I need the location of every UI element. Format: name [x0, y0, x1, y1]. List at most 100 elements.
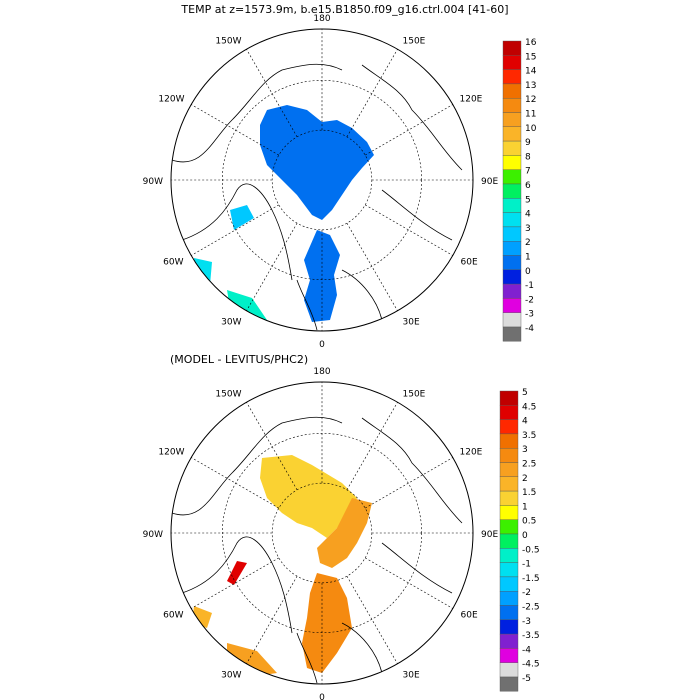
- coastline: [296, 279, 318, 331]
- colorbar-tick-label: -3: [522, 617, 531, 627]
- colorbar: 5 4.5 4 3.5 3 2.5 2 1.5 1 0.5 0 -0.5 -1 -1.5 -2 -2.5 -3 -…: [499, 388, 540, 692]
- longitude-label: 60E: [461, 258, 478, 268]
- coastline: [341, 269, 383, 321]
- colorbar-swatch: [499, 405, 519, 420]
- colorbar-swatch: [499, 576, 519, 592]
- colorbar-swatch: [499, 390, 519, 406]
- longitude-label: 120E: [460, 95, 483, 105]
- colorbar-swatch: [499, 633, 519, 649]
- colorbar-tick-label: 0.5: [522, 517, 536, 527]
- colorbar-tick-label: -1.5: [522, 574, 540, 584]
- colorbar-swatch: [502, 112, 522, 128]
- colorbar-tick-label: -1: [522, 560, 531, 570]
- longitude-label: 30W: [221, 671, 241, 681]
- colorbar-tick-label: 7: [525, 167, 531, 177]
- colorbar-tick-label: 6: [525, 181, 531, 191]
- longitude-label: 180: [313, 367, 330, 377]
- coastline: [171, 416, 343, 516]
- meridian-line: [365, 557, 453, 609]
- longitude-label: 90W: [143, 177, 163, 187]
- colorbar-swatch: [499, 433, 519, 449]
- colorbar-tick-label: 12: [525, 95, 536, 105]
- coastline: [361, 64, 463, 171]
- colorbar-swatch: [499, 448, 519, 463]
- field-fram-strait-greenland-sea: [304, 230, 340, 322]
- colorbar-tick-label: 5: [525, 195, 531, 205]
- map-frame: [170, 381, 474, 685]
- colorbar-swatch: [499, 676, 519, 692]
- meridian-line: [346, 223, 398, 311]
- colorbar-tick-label: 8: [525, 152, 531, 162]
- colorbar-swatch: [499, 619, 519, 635]
- colorbar-swatch: [502, 326, 522, 342]
- meridian-line: [191, 204, 279, 256]
- colorbar-tick-label: 3: [522, 445, 528, 455]
- colorbar-tick-label: 1: [522, 502, 528, 512]
- longitude-label: 120E: [460, 448, 483, 458]
- longitude-label: 60W: [163, 611, 183, 621]
- graticule: [171, 29, 473, 331]
- colorbar-tick-label: 3.5: [522, 431, 536, 441]
- map-area: [171, 29, 473, 331]
- colorbar-swatch: [499, 519, 519, 535]
- colorbar-tick-label: -2: [522, 588, 531, 598]
- difference-polar-map: 180 150E 120E 90E 60E 30E 0 30W 60W 90W 120W 150W 5 4…: [143, 367, 540, 700]
- field-eurasian-basin: [317, 498, 372, 568]
- colorbar-swatch: [499, 662, 519, 678]
- colorbar-tick-label: -1: [525, 281, 534, 291]
- colorbar-tick-label: 13: [525, 81, 536, 91]
- colorbar-tick-label: -4: [522, 645, 531, 655]
- meridian-line: [246, 49, 298, 137]
- colorbar-swatch: [502, 55, 522, 70]
- colorbar-tick-label: 0: [522, 531, 528, 541]
- colorbar-tick-label: 4: [525, 210, 531, 220]
- meridian-line: [246, 576, 298, 664]
- colorbar-swatch: [502, 69, 522, 85]
- colorbar-tick-label: 11: [525, 110, 536, 120]
- colorbar-swatch: [499, 562, 519, 578]
- colorbar-swatch: [502, 83, 522, 99]
- longitude-label: 120W: [158, 448, 184, 458]
- field-canada-basin: [260, 455, 357, 538]
- colorbar-swatch: [502, 312, 522, 328]
- longitude-label: 0: [319, 693, 325, 700]
- colorbar-swatch: [502, 198, 522, 213]
- field-fram-strait-greenland-sea: [302, 573, 352, 673]
- coastline: [361, 417, 463, 524]
- colorbar-tick-label: 0: [525, 267, 531, 277]
- colorbar-tick-label: 2: [522, 474, 528, 484]
- meridian-line: [346, 576, 398, 664]
- colorbar-tick-label: 1: [525, 253, 531, 263]
- colorbar-tick-label: 3: [525, 224, 531, 234]
- colorbar-swatch: [499, 505, 519, 520]
- colorbar-tick-label: 16: [525, 38, 537, 48]
- colorbar-swatch: [499, 533, 519, 549]
- colorbar-tick-label: 10: [525, 124, 537, 134]
- colorbar-swatch: [499, 419, 519, 435]
- colorbar-swatch: [502, 97, 522, 113]
- colorbar-tick-label: -4.5: [522, 660, 540, 670]
- meridian-line: [365, 457, 453, 509]
- figure-title: TEMP at z=1573.9m, b.e15.B1850.f09_g16.c…: [180, 3, 508, 16]
- longitude-label: 150W: [215, 389, 241, 399]
- difference-title: (MODEL - LEVITUS/PHC2): [170, 353, 308, 366]
- meridian-line: [246, 402, 298, 490]
- colorbar-swatch: [499, 548, 519, 563]
- meridian-line: [346, 402, 398, 490]
- colorbar-swatch: [502, 140, 522, 156]
- meridian-line: [365, 204, 453, 256]
- colorbar-tick-label: -3: [525, 310, 534, 320]
- meridian-line: [191, 104, 279, 156]
- colorbar-tick-label: 2.5: [522, 460, 536, 470]
- longitude-label: 150W: [215, 36, 241, 46]
- longitude-label: 90E: [481, 530, 498, 540]
- field-baffin-bay: [230, 205, 254, 230]
- longitude-label: 60W: [163, 258, 183, 268]
- longitude-label: 30E: [403, 318, 420, 328]
- meridian-line: [365, 104, 453, 156]
- coastline: [381, 189, 453, 241]
- colorbar-swatch: [502, 212, 522, 228]
- colorbar-tick-label: 5: [522, 388, 528, 398]
